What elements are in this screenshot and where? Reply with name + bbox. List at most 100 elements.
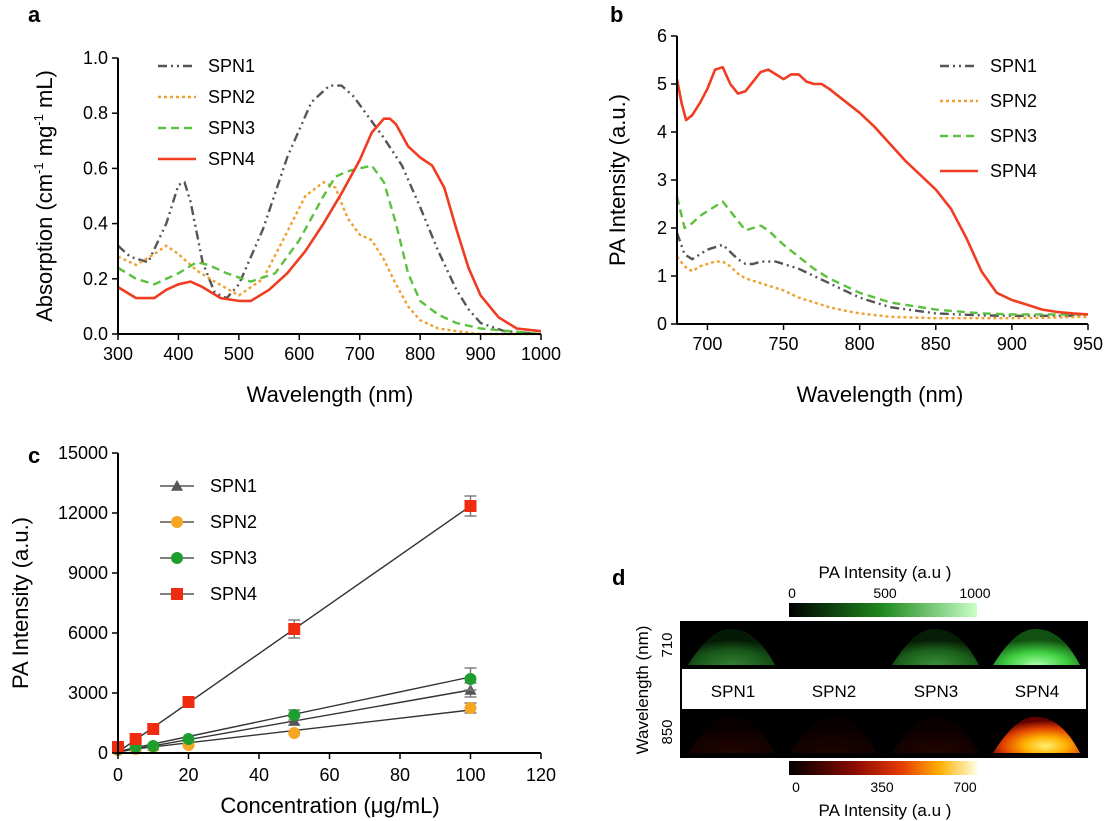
panel-a-chart: 300 400 500 600 700 800 900 1000 0.0 0.2 0.4 0.6 0.8… xyxy=(31,48,561,407)
panel-d-signal-710-spn1 xyxy=(688,628,775,665)
panel-a-y-label-main: Absorption (cm xyxy=(32,174,57,322)
panel-d-label-row xyxy=(682,669,1086,709)
panel-c-x-tick-label: 100 xyxy=(455,765,485,785)
panel-c-y-tick-label: 0 xyxy=(98,743,108,763)
panel-b-x-tick-label: 850 xyxy=(921,334,951,354)
panel-d-top-tick-0: 0 xyxy=(788,585,796,601)
panel-a-legend-label-spn2: SPN2 xyxy=(208,87,255,107)
panel-c-point-spn4 xyxy=(288,623,301,635)
panel-c-x-tick-label: 40 xyxy=(249,765,269,785)
panel-c-legend-marker-spn4 xyxy=(171,588,183,600)
panel-c-point-spn3 xyxy=(147,740,160,752)
panel-b-y-tick-label: 3 xyxy=(657,170,667,190)
panel-c-y-tick-label: 3000 xyxy=(68,683,108,703)
panel-a-legend-label-spn1: SPN1 xyxy=(208,56,255,76)
panel-b-legend: SPN1 SPN2 SPN3 SPN4 xyxy=(940,56,1037,181)
panel-a-x-tick-label: 700 xyxy=(345,344,375,364)
panel-b-legend-label-spn4: SPN4 xyxy=(990,161,1037,181)
panel-a-series-spn4 xyxy=(117,117,542,333)
panel-a-x-tick-label: 900 xyxy=(466,344,496,364)
panel-b-x-tick-label: 700 xyxy=(692,334,722,354)
panel-b-legend-label-spn1: SPN1 xyxy=(990,56,1037,76)
panel-b-y-tick-label: 1 xyxy=(657,266,667,286)
panel-d-top-tick-2: 1000 xyxy=(959,585,990,601)
panel-d-bottom-tick-2: 700 xyxy=(953,779,977,795)
panel-c-point-spn3 xyxy=(182,733,195,745)
panel-c-series-group xyxy=(112,495,477,756)
panel-c-legend-marker-spn2 xyxy=(171,516,183,528)
panel-d-signal-850-spn3 xyxy=(892,716,979,753)
panel-a-x-tick-label: 300 xyxy=(103,344,133,364)
panel-b-series-spn4 xyxy=(675,65,1089,316)
panel-d-signal-710-spn3 xyxy=(892,628,979,665)
panel-d-top-tick-1: 500 xyxy=(873,585,897,601)
panel-a-y-label-sup2: -1 xyxy=(31,114,46,126)
panel-c-point-spn4 xyxy=(182,696,195,708)
panel-b-x-tick-label: 800 xyxy=(845,334,875,354)
panel-c-x-tick-label: 60 xyxy=(319,765,339,785)
panel-b-series-group xyxy=(675,65,1089,320)
panel-d-bottom-colorbar xyxy=(789,761,977,775)
panel-c-point-spn4 xyxy=(147,723,160,735)
panel-a-legend: SPN1 SPN2 SPN3 SPN4 xyxy=(158,56,255,169)
panel-letter-a: a xyxy=(28,2,41,27)
panel-c-point-spn3 xyxy=(464,673,477,685)
panel-d-col-label-spn4: SPN4 xyxy=(1015,682,1059,701)
panel-a-x-label: Wavelength (nm) xyxy=(247,382,414,407)
panel-a-x-tick-label: 400 xyxy=(163,344,193,364)
panel-b-x-tick-label: 950 xyxy=(1073,334,1103,354)
panel-b-y-tick-label: 5 xyxy=(657,74,667,94)
panel-a-y-tick-label: 0.2 xyxy=(83,269,108,289)
panel-d-cell-710-spn2 xyxy=(784,623,883,668)
panel-a-y-tick-label: 0.0 xyxy=(83,324,108,344)
panel-b-y-tick-label: 4 xyxy=(657,122,667,142)
panel-a-y-label-sup1: -1 xyxy=(31,162,46,174)
panel-c-point-spn4 xyxy=(129,733,142,745)
panel-a-series-spn3 xyxy=(117,164,542,336)
panel-b-chart: 700 750 800 850 900 950 0 1 2 3 4 5 6 Wavelength (nm… xyxy=(605,26,1103,407)
panel-b-series-spn2 xyxy=(676,256,1089,320)
panel-a-y-tick-label: 0.8 xyxy=(83,103,108,123)
panel-c-point-spn3 xyxy=(288,709,301,721)
panel-d-row-label-850: 850 xyxy=(659,719,676,744)
panel-b-x-tick-label: 750 xyxy=(769,334,799,354)
panel-b-x-tick-label: 900 xyxy=(997,334,1027,354)
panel-b-y-tick-label: 2 xyxy=(657,218,667,238)
panel-b-x-label: Wavelength (nm) xyxy=(797,382,964,407)
panel-c-legend-marker-spn1 xyxy=(171,480,183,491)
panel-d-row-label-710: 710 xyxy=(659,632,676,657)
panel-c-y-tick-label: 15000 xyxy=(58,443,108,463)
panel-letter-c: c xyxy=(28,443,40,468)
panel-c-y-tick-label: 6000 xyxy=(68,623,108,643)
panel-d-top-colorbar-title: PA Intensity (a.u ) xyxy=(819,563,952,582)
panel-d-bottom-tick-1: 350 xyxy=(870,779,894,795)
panel-c-x-tick-label: 80 xyxy=(390,765,410,785)
panel-a-series-spn1 xyxy=(117,84,542,336)
panel-b-y-label: PA Intensity (a.u.) xyxy=(605,94,630,266)
panel-letter-b: b xyxy=(610,2,623,27)
panel-c-x-tick-label: 20 xyxy=(178,765,198,785)
panel-c-point-spn2 xyxy=(288,727,301,739)
panel-a-x-tick-label: 1000 xyxy=(521,344,561,364)
panel-a-series-group xyxy=(117,84,542,336)
panel-a-legend-label-spn3: SPN3 xyxy=(208,118,255,138)
panel-c-legend-label-spn2: SPN2 xyxy=(210,512,257,532)
panel-b-series-spn3 xyxy=(675,196,1088,316)
panel-c-legend-label-spn4: SPN4 xyxy=(210,584,257,604)
panel-d-bottom-tick-0: 0 xyxy=(792,779,800,795)
panel-b-y-tick-label: 6 xyxy=(657,26,667,46)
panel-a-y-tick-label: 0.4 xyxy=(83,214,108,234)
panel-d-bottom-colorbar-title: PA Intensity (a.u ) xyxy=(819,801,952,820)
panel-d-signal-850-spn1 xyxy=(688,716,775,753)
panel-a-y-label-end: mL) xyxy=(32,70,57,114)
panel-c-y-tick-label: 12000 xyxy=(58,503,108,523)
panel-d-signal-710-spn4 xyxy=(993,628,1080,665)
panel-b-legend-label-spn2: SPN2 xyxy=(990,91,1037,111)
panel-b-legend-label-spn3: SPN3 xyxy=(990,126,1037,146)
panel-d-col-label-spn2: SPN2 xyxy=(812,682,856,701)
panel-c-legend-label-spn3: SPN3 xyxy=(210,548,257,568)
panel-c-legend-label-spn1: SPN1 xyxy=(210,476,257,496)
panel-c-x-tick-label: 0 xyxy=(113,765,123,785)
panel-a-y-tick-label: 0.6 xyxy=(83,158,108,178)
